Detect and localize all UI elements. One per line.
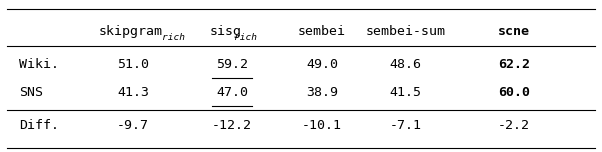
Text: 49.0: 49.0 [306,58,338,71]
Text: skipgram: skipgram [98,25,162,38]
Text: 48.6: 48.6 [390,58,422,71]
Text: scne: scne [498,25,530,38]
Text: -7.1: -7.1 [390,119,422,133]
Text: sembei-sum: sembei-sum [366,25,446,38]
Text: 47.0: 47.0 [216,86,248,99]
Text: -12.2: -12.2 [212,119,252,133]
Text: -2.2: -2.2 [498,119,530,133]
Text: -10.1: -10.1 [302,119,342,133]
Text: rich: rich [234,33,257,42]
Text: 38.9: 38.9 [306,86,338,99]
Text: Wiki.: Wiki. [19,58,60,71]
Text: Diff.: Diff. [19,119,60,133]
Text: 41.3: 41.3 [117,86,149,99]
Text: 59.2: 59.2 [216,58,248,71]
Text: 41.5: 41.5 [390,86,422,99]
Text: 51.0: 51.0 [117,58,149,71]
Text: 62.2: 62.2 [498,58,530,71]
Text: SNS: SNS [19,86,43,99]
Text: sisg: sisg [210,25,242,38]
Text: rich: rich [163,33,185,42]
Text: sembei: sembei [298,25,346,38]
Text: 60.0: 60.0 [498,86,530,99]
Text: -9.7: -9.7 [117,119,149,133]
